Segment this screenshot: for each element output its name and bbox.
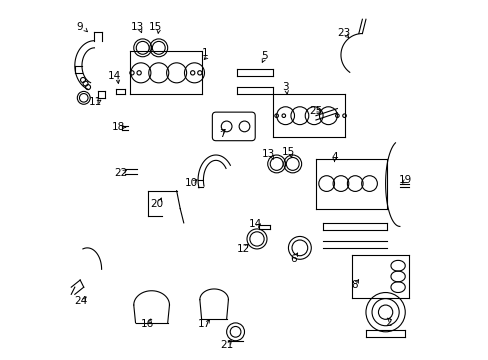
Text: 13: 13 (262, 149, 275, 159)
Text: 13: 13 (130, 22, 143, 32)
Text: 11: 11 (88, 97, 102, 107)
Text: 22: 22 (114, 168, 128, 178)
Text: 1: 1 (202, 48, 208, 58)
Text: 4: 4 (330, 152, 337, 162)
Text: 3: 3 (282, 82, 289, 92)
Text: 14: 14 (248, 219, 261, 229)
Text: 9: 9 (77, 22, 83, 32)
Text: 8: 8 (350, 280, 357, 291)
Text: 17: 17 (198, 319, 211, 329)
Text: 10: 10 (184, 178, 197, 188)
Text: 7: 7 (218, 129, 225, 139)
Text: 21: 21 (220, 340, 233, 350)
Text: 23: 23 (337, 28, 350, 38)
Text: 12: 12 (237, 244, 250, 254)
Text: 20: 20 (150, 199, 163, 209)
Text: 15: 15 (149, 22, 162, 32)
Text: 2: 2 (384, 318, 390, 328)
Text: 24: 24 (74, 296, 87, 306)
Text: 25: 25 (309, 107, 322, 116)
Text: 14: 14 (108, 71, 121, 81)
Text: 18: 18 (112, 122, 125, 132)
Text: 5: 5 (260, 51, 267, 61)
Text: 19: 19 (398, 175, 411, 185)
Text: 15: 15 (282, 147, 295, 157)
Text: 6: 6 (290, 254, 297, 264)
Text: 16: 16 (141, 319, 154, 329)
